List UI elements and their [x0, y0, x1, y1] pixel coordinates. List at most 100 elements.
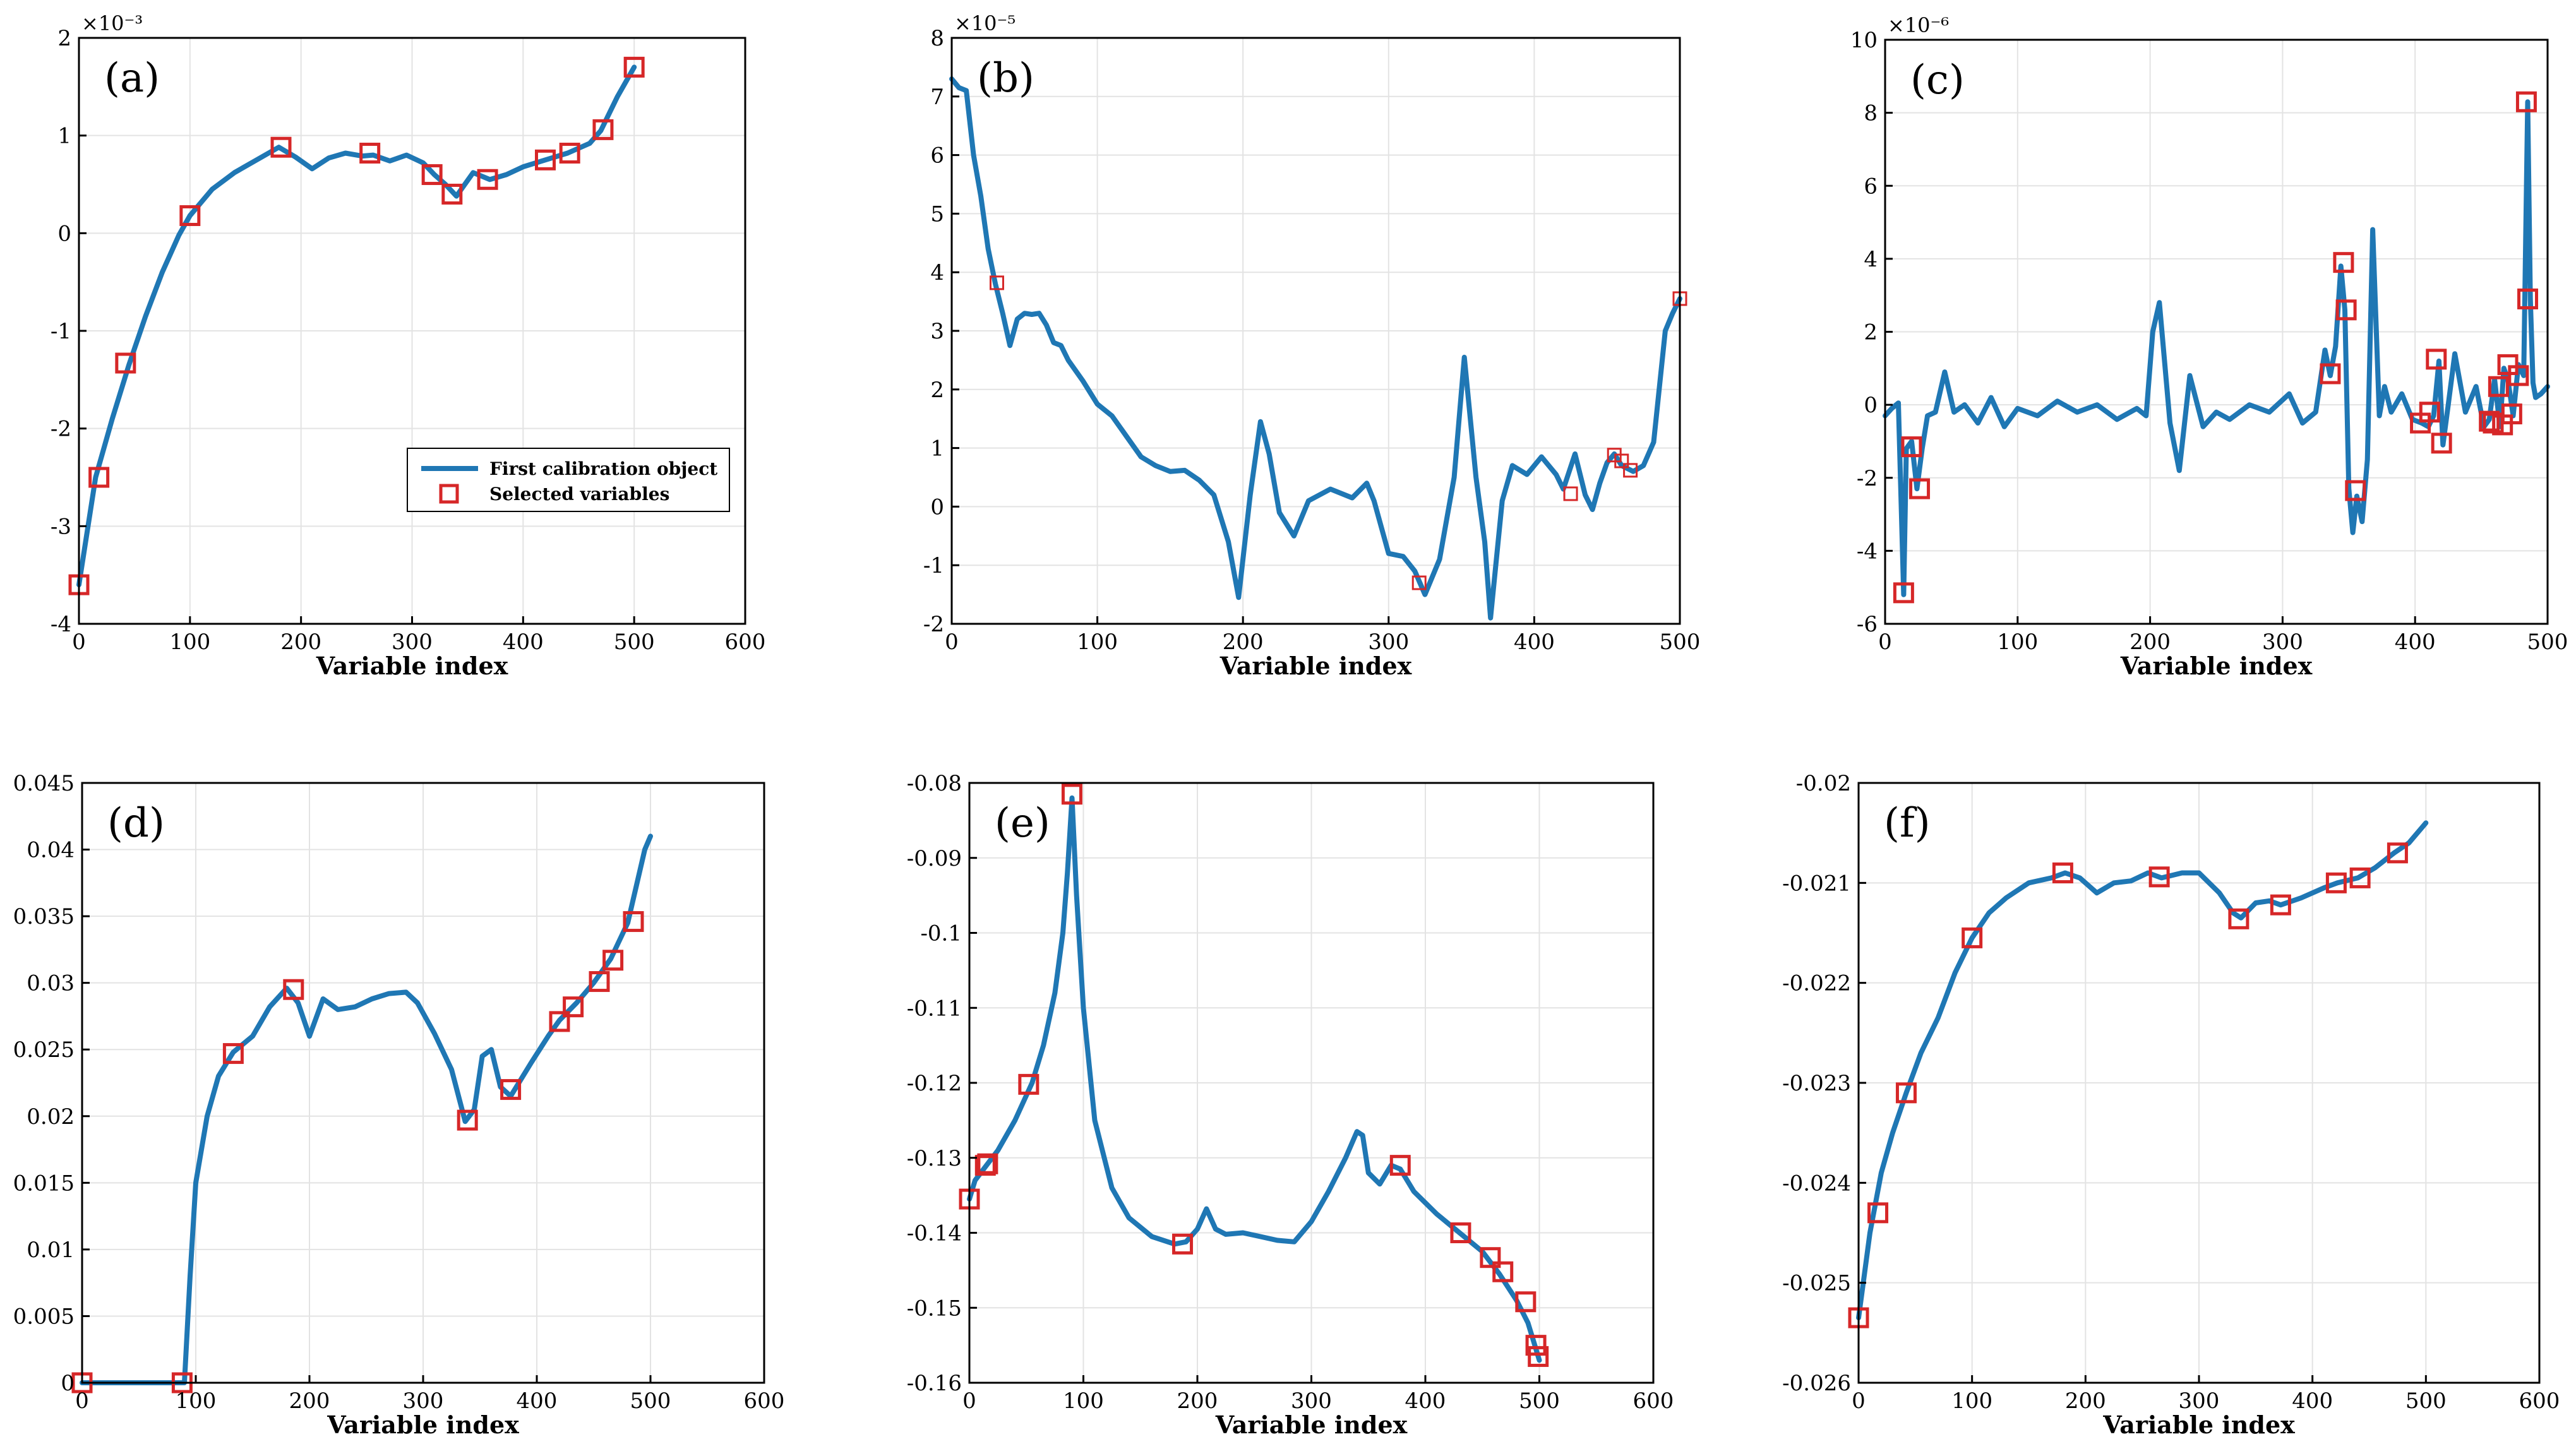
selected-variable-marker: [222, 1043, 244, 1065]
selected-variable-marker: [989, 275, 1004, 290]
y-tick-label: 8: [930, 26, 944, 51]
y-tick-label: -0.024: [1782, 1171, 1851, 1196]
y-tick-label: -2: [51, 417, 71, 442]
x-tick-label: 0: [75, 1388, 89, 1414]
x-tick-label: 400: [1514, 630, 1555, 655]
selected-variable-marker: [2228, 908, 2250, 929]
y-tick-label: -0.08: [907, 771, 962, 796]
y-tick-label: 4: [930, 260, 944, 285]
y-tick-label: 7: [930, 85, 944, 110]
selected-variable-marker: [1623, 463, 1638, 478]
y-tick-label: 0.005: [13, 1304, 75, 1329]
y-tick-label: -0.023: [1782, 1071, 1851, 1096]
panel-label: (a): [104, 55, 160, 102]
selected-variable-marker: [2333, 252, 2354, 273]
series-line: [80, 833, 653, 1385]
x-axis-label: Variable index: [2120, 652, 2313, 680]
x-tick-label: 300: [403, 1388, 444, 1414]
y-tick-label: -0.09: [907, 846, 962, 871]
x-tick-label: 200: [1177, 1388, 1218, 1414]
y-tick-label: 4: [1864, 247, 1878, 272]
selected-variable-marker: [1962, 927, 1983, 948]
selected-variable-marker: [2488, 376, 2509, 397]
y-tick-label: 1: [57, 124, 71, 149]
x-tick-label: 0: [72, 630, 86, 655]
selected-variable-marker: [1901, 436, 1922, 458]
y-tick-label: -4: [51, 612, 71, 637]
selected-variable-marker: [977, 1153, 998, 1174]
selected-variable-marker: [2501, 403, 2522, 425]
y-tick-label: 3: [930, 319, 944, 344]
selected-variable-marker: [623, 56, 645, 78]
panel-label: (b): [977, 55, 1034, 102]
selected-variable-marker: [1563, 486, 1578, 501]
x-tick-label: 100: [1997, 630, 2038, 655]
x-axis-label: Variable index: [1215, 1411, 1408, 1439]
selected-variable-marker: [2515, 91, 2537, 112]
y-tick-label: 2: [930, 378, 944, 403]
series-line: [76, 64, 637, 588]
y-tick-label: -0.021: [1782, 871, 1851, 896]
selected-variable-marker: [477, 169, 498, 190]
x-tick-label: 500: [1519, 1388, 1560, 1414]
y-tick-label: -0.12: [907, 1071, 962, 1096]
selected-variable-marker: [88, 467, 110, 488]
x-tick-label: 100: [1951, 1388, 1992, 1414]
y-tick-label: -0.02: [1796, 771, 1851, 796]
x-tick-label: 200: [1223, 630, 1264, 655]
y-tick-label: -0.025: [1782, 1271, 1851, 1296]
selected-variable-marker: [2508, 365, 2529, 386]
x-tick-label: 500: [630, 1388, 671, 1414]
x-tick-label: 0: [1878, 630, 1892, 655]
panel-d: 0 100 200 300 400 500 600 0 0.005 0.01 0.015 0.02 0.…: [13, 771, 785, 1439]
y-tick-label: 2: [1864, 320, 1878, 345]
selected-variable-marker: [283, 979, 304, 1000]
y-exponent-label: ×10⁻³: [81, 11, 143, 35]
selected-variable-marker: [2517, 288, 2539, 309]
x-axis-label: Variable index: [1219, 652, 1412, 680]
panel-label: (d): [107, 800, 165, 847]
x-tick-label: 200: [289, 1388, 330, 1414]
x-tick-label: 0: [962, 1388, 976, 1414]
selected-variable-marker: [1909, 478, 1931, 499]
selected-variable-marker: [2320, 363, 2341, 385]
legend-marker-label: Selected variables: [489, 484, 669, 504]
selected-variable-marker: [1389, 1155, 1411, 1176]
y-tick-label: 1: [930, 436, 944, 462]
y-tick-label: 0.015: [13, 1171, 75, 1196]
y-tick-label: 5: [930, 201, 944, 227]
selected-variable-marker: [1061, 784, 1082, 805]
x-tick-label: 400: [1405, 1388, 1446, 1414]
legend-line-label: First calibration object: [489, 458, 717, 479]
x-tick-label: 100: [176, 1388, 217, 1414]
x-axis-label: Variable index: [2102, 1411, 2295, 1439]
x-tick-label: 600: [1633, 1388, 1674, 1414]
x-axis-label: Variable index: [316, 652, 508, 680]
selected-variable-marker: [270, 136, 292, 158]
x-tick-label: 300: [2262, 630, 2303, 655]
y-tick-label: 0.02: [27, 1104, 75, 1130]
y-tick-label: 6: [1864, 174, 1878, 199]
x-tick-label: 500: [2527, 630, 2568, 655]
x-tick-label: 0: [945, 630, 959, 655]
selected-variable-marker: [2270, 894, 2291, 916]
selected-variable-marker: [1515, 1291, 1537, 1313]
selected-variable-marker: [1411, 575, 1427, 590]
y-tick-label: -0.11: [907, 996, 962, 1021]
y-tick-label: 2: [57, 26, 71, 51]
x-tick-label: 0: [1852, 1388, 1866, 1414]
x-tick-label: 600: [744, 1388, 785, 1414]
x-tick-label: 100: [1063, 1388, 1104, 1414]
panel-e: 0 100 200 300 400 500 600 -0.16 -0.15 -0.14 -0.13 -…: [907, 771, 1674, 1439]
selected-variable-marker: [2497, 354, 2519, 376]
selected-variable-marker: [592, 119, 614, 140]
x-tick-label: 400: [503, 630, 544, 655]
x-tick-label: 500: [614, 630, 655, 655]
y-tick-label: -2: [923, 612, 944, 637]
y-tick-label: -6: [1857, 612, 1878, 637]
y-tick-label: 0.025: [13, 1037, 75, 1063]
y-tick-label: 0: [1864, 393, 1878, 418]
y-exponent-label: ×10⁻⁵: [954, 11, 1015, 35]
selected-variable-marker: [535, 149, 556, 170]
